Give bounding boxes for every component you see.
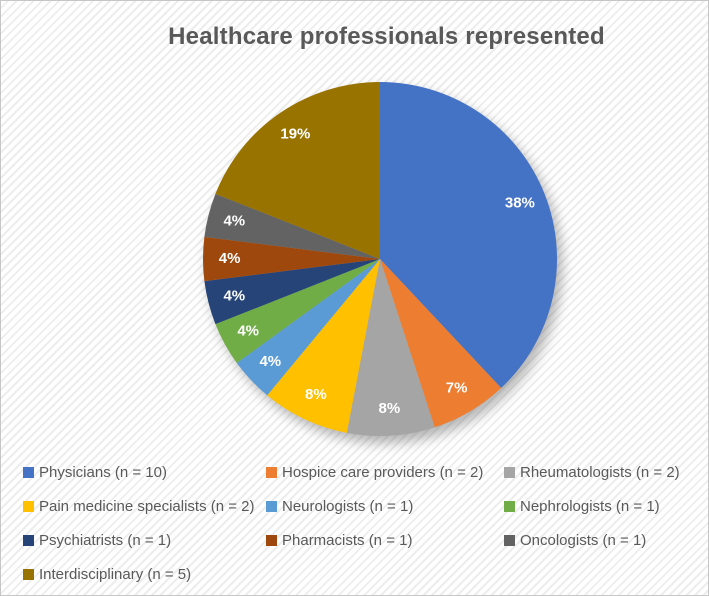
pie-slice-oncologists (204, 193, 380, 259)
legend-item-pain-medicine-specialists: Pain medicine specialists (n = 2) (23, 498, 266, 515)
pie-slice-interdisciplinary (215, 81, 380, 259)
legend-item-rheumatologists: Rheumatologists (n = 2) (504, 464, 700, 481)
legend-item-pharmacists: Pharmacists (n = 1) (266, 532, 504, 549)
legend-label: Neurologists (n = 1) (282, 497, 414, 515)
legend-item-nephrologists: Nephrologists (n = 1) (504, 498, 700, 515)
legend-swatch-icon (266, 500, 277, 512)
legend-item-physicians: Physicians (n = 10) (23, 464, 266, 481)
chart-title: Healthcare professionals represented (168, 23, 605, 50)
legend-item-hospice-care-providers: Hospice care providers (n = 2) (266, 464, 504, 481)
slice-label-interdisciplinary: 19% (280, 126, 310, 143)
legend-swatch-icon (504, 500, 515, 512)
pie-slices (203, 81, 557, 436)
slice-label-neurologists: 4% (259, 353, 281, 370)
legend-swatch-icon (504, 466, 515, 478)
legend-swatch-icon (504, 534, 515, 546)
pie-slice-rheumatologists (346, 259, 435, 436)
pie-data-labels: 38%7%8%8%4%4%4%4%4%19% (219, 126, 535, 418)
legend-item-oncologists: Oncologists (n = 1) (504, 532, 700, 549)
pie-slice-psychiatrists (204, 259, 380, 325)
legend: Physicians (n = 10) Hospice care provider… (23, 455, 700, 591)
legend-swatch-icon (23, 534, 34, 546)
slice-label-hospice-care-providers: 7% (446, 379, 468, 396)
legend-swatch-icon (23, 466, 34, 478)
legend-label: Oncologists (n = 1) (520, 531, 647, 549)
legend-swatch-icon (23, 568, 34, 580)
legend-label: Nephrologists (n = 1) (520, 497, 660, 515)
pie-slice-neurologists (236, 259, 380, 396)
legend-item-neurologists: Neurologists (n = 1) (266, 498, 504, 515)
legend-label: Physicians (n = 10) (39, 463, 167, 481)
pie-slice-pharmacists (203, 236, 380, 282)
slice-label-pain-medicine-specialists: 8% (305, 386, 327, 403)
slice-label-rheumatologists: 8% (379, 400, 401, 417)
legend-label: Interdisciplinary (n = 5) (39, 565, 192, 583)
legend-label: Pain medicine specialists (n = 2) (39, 497, 255, 515)
slice-label-physicians: 38% (505, 195, 535, 212)
slice-label-pharmacists: 4% (219, 250, 241, 267)
legend-item-interdisciplinary: Interdisciplinary (n = 5) (23, 566, 266, 583)
legend-item-psychiatrists: Psychiatrists (n = 1) (23, 532, 266, 549)
legend-label: Pharmacists (n = 1) (282, 531, 413, 549)
slice-label-nephrologists: 4% (237, 322, 259, 339)
legend-swatch-icon (23, 500, 34, 512)
pie-slice-physicians (380, 82, 557, 389)
legend-label: Hospice care providers (n = 2) (282, 463, 484, 481)
legend-label: Psychiatrists (n = 1) (39, 531, 172, 549)
legend-swatch-icon (266, 534, 277, 546)
slice-label-oncologists: 4% (223, 213, 245, 230)
legend-swatch-icon (266, 466, 277, 478)
pie-slice-nephrologists (215, 259, 380, 364)
pie-slice-hospice-care-providers (380, 259, 502, 428)
pie-slice-pain-medicine-specialists (267, 259, 380, 433)
slice-label-psychiatrists: 4% (223, 287, 245, 304)
legend-label: Rheumatologists (n = 2) (520, 463, 680, 481)
